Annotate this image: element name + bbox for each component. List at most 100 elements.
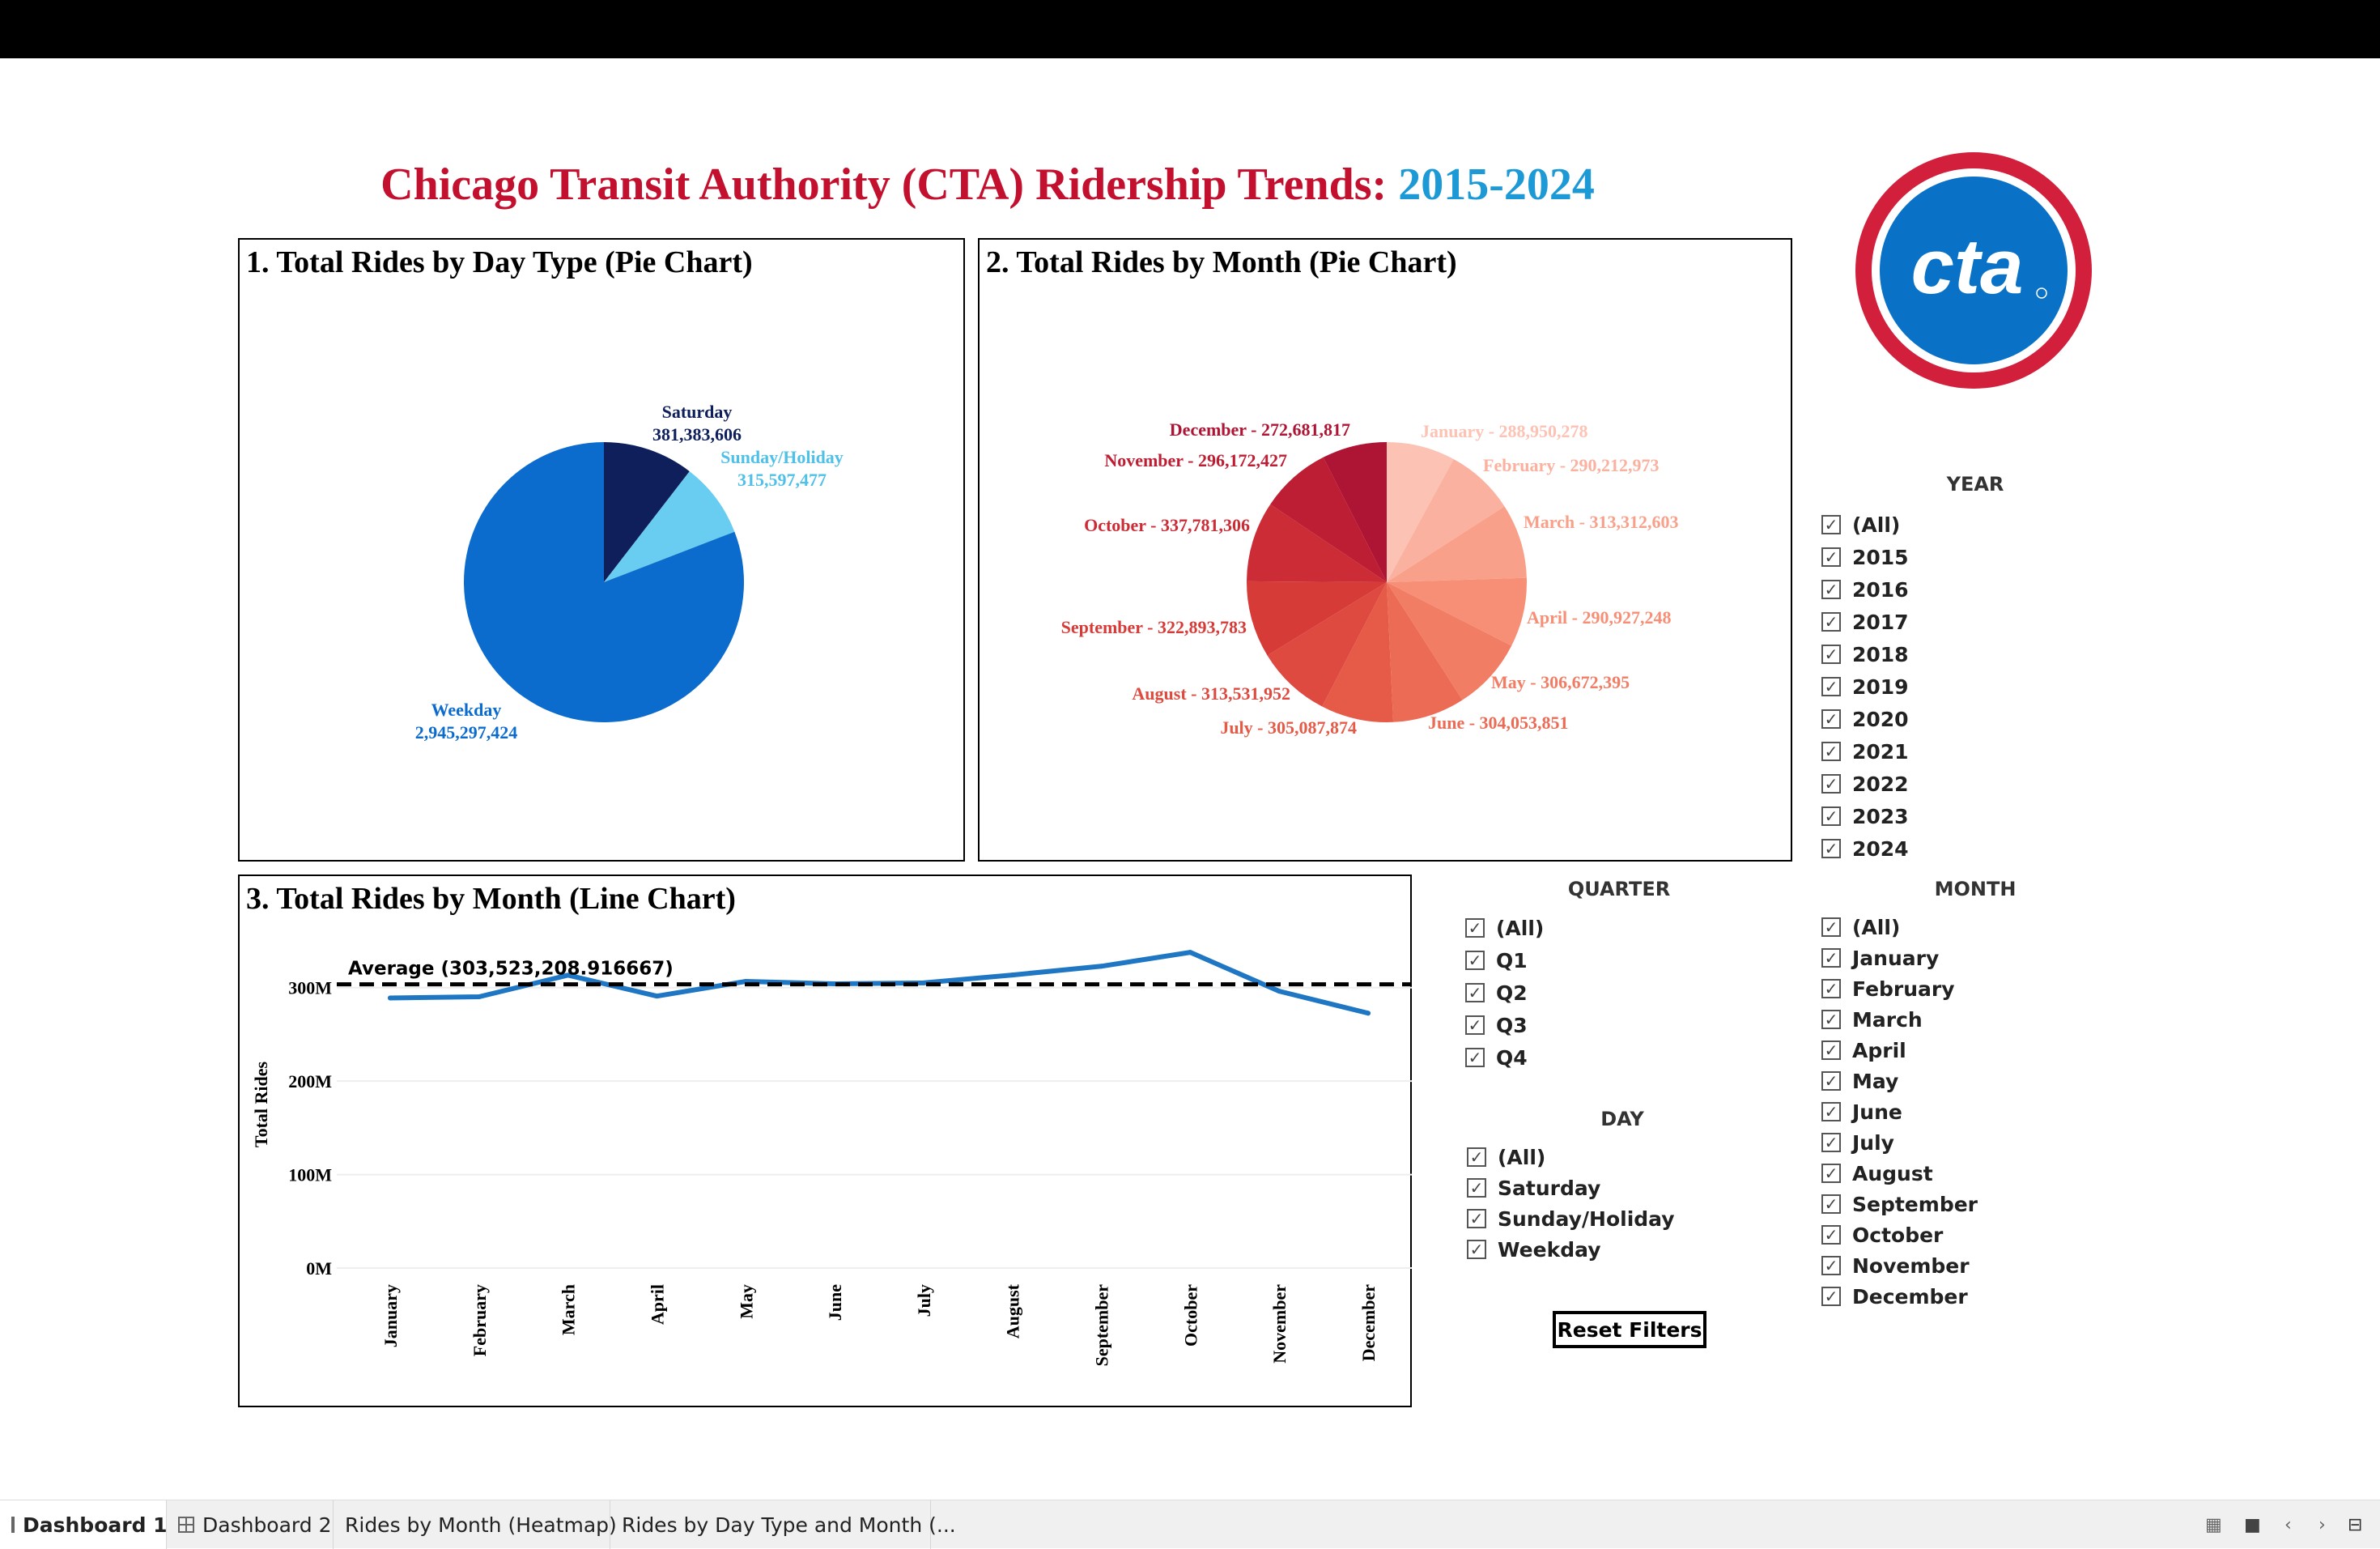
month-filter-option[interactable]: ✓ August	[1821, 1158, 1978, 1189]
line-data-point[interactable]	[1188, 950, 1193, 955]
rides-line-series[interactable]	[388, 950, 1371, 1016]
tab-rides-by-month-heatmap[interactable]: Rides by Month (Heatmap)	[334, 1500, 617, 1549]
month-filter-option[interactable]: ✓ September	[1821, 1189, 1978, 1219]
checkbox-checked-icon[interactable]: ✓	[1821, 774, 1841, 794]
sheet-single-view-icon[interactable]: ■	[2244, 1515, 2261, 1535]
month-filter-option[interactable]: ✓ December	[1821, 1281, 1978, 1312]
checkbox-checked-icon[interactable]: ✓	[1821, 677, 1841, 696]
pie-slice-april[interactable]	[1387, 577, 1527, 646]
month-filter-option[interactable]: ✓ February	[1821, 973, 1978, 1004]
pie-slice-may[interactable]	[1387, 582, 1512, 700]
checkbox-checked-icon[interactable]: ✓	[1821, 1164, 1841, 1183]
line-data-point[interactable]	[654, 994, 660, 999]
checkbox-checked-icon[interactable]: ✓	[1821, 948, 1841, 968]
checkbox-checked-icon[interactable]: ✓	[1465, 951, 1485, 970]
pie-slice-june[interactable]	[1387, 582, 1463, 722]
day-filter-option[interactable]: ✓ (All)	[1467, 1142, 1675, 1172]
checkbox-checked-icon[interactable]: ✓	[1821, 580, 1841, 599]
year-filter-option[interactable]: ✓ 2018	[1821, 638, 1909, 670]
month-filter-option[interactable]: ✓ May	[1821, 1066, 1978, 1096]
year-filter-option[interactable]: ✓ 2015	[1821, 541, 1909, 573]
checkbox-checked-icon[interactable]: ✓	[1821, 1225, 1841, 1245]
checkbox-checked-icon[interactable]: ✓	[1465, 1015, 1485, 1035]
tab-dashboard-1[interactable]: Dashboard 1	[0, 1500, 168, 1549]
presentation-mode-icon[interactable]: ⊟	[2348, 1515, 2363, 1535]
line-data-point[interactable]	[476, 994, 482, 1000]
year-filter-option[interactable]: ✓ 2024	[1821, 832, 1909, 865]
checkbox-checked-icon[interactable]: ✓	[1465, 1048, 1485, 1067]
prev-sheet-icon[interactable]: ‹	[2284, 1515, 2292, 1535]
tab-dashboard-2[interactable]: Dashboard 2	[167, 1500, 334, 1549]
line-data-point[interactable]	[1009, 972, 1015, 978]
checkbox-checked-icon[interactable]: ✓	[1821, 917, 1841, 937]
pie-slice-september[interactable]	[1247, 581, 1387, 656]
line-data-point[interactable]	[1277, 989, 1282, 994]
month-filter-option[interactable]: ✓ July	[1821, 1127, 1978, 1158]
line-data-point[interactable]	[388, 995, 393, 1001]
year-filter-option[interactable]: ✓ 2019	[1821, 670, 1909, 703]
reset-filters-button[interactable]: Reset Filters	[1553, 1311, 1706, 1348]
quarter-filter-option[interactable]: ✓ Q4	[1465, 1041, 1544, 1074]
month-filter-option[interactable]: ✓ April	[1821, 1035, 1978, 1066]
checkbox-checked-icon[interactable]: ✓	[1821, 1010, 1841, 1029]
month-filter-option[interactable]: ✓ October	[1821, 1219, 1978, 1250]
checkbox-checked-icon[interactable]: ✓	[1821, 839, 1841, 858]
checkbox-checked-icon[interactable]: ✓	[1467, 1240, 1486, 1259]
line-data-point[interactable]	[920, 980, 926, 985]
month-filter-option[interactable]: ✓ June	[1821, 1096, 1978, 1127]
pie-slice-weekday[interactable]	[464, 442, 745, 723]
year-filter-option[interactable]: ✓ 2020	[1821, 703, 1909, 735]
line-data-point[interactable]	[565, 972, 571, 978]
checkbox-checked-icon[interactable]: ✓	[1821, 645, 1841, 664]
checkbox-checked-icon[interactable]: ✓	[1465, 983, 1485, 1002]
pie-slice-march[interactable]	[1387, 506, 1527, 582]
pie-slice-saturday[interactable]	[604, 442, 690, 582]
checkbox-checked-icon[interactable]: ✓	[1821, 979, 1841, 998]
month-filter-option[interactable]: ✓ November	[1821, 1250, 1978, 1281]
year-filter-option[interactable]: ✓ 2023	[1821, 800, 1909, 832]
checkbox-checked-icon[interactable]: ✓	[1821, 547, 1841, 567]
month-filter-option[interactable]: ✓ March	[1821, 1004, 1978, 1035]
pie-slice-july[interactable]	[1322, 582, 1394, 722]
checkbox-checked-icon[interactable]: ✓	[1821, 1071, 1841, 1091]
day-filter-option[interactable]: ✓ Sunday/Holiday	[1467, 1203, 1675, 1234]
line-data-point[interactable]	[1099, 964, 1104, 969]
checkbox-checked-icon[interactable]: ✓	[1467, 1178, 1486, 1198]
month-filter-option[interactable]: ✓ January	[1821, 943, 1978, 973]
pie-slice-october[interactable]	[1247, 504, 1387, 582]
pie-slice-august[interactable]	[1267, 582, 1387, 707]
pie-slice-february[interactable]	[1387, 459, 1505, 582]
checkbox-checked-icon[interactable]: ✓	[1821, 1040, 1841, 1060]
quarter-filter-option[interactable]: ✓ Q1	[1465, 944, 1544, 977]
quarter-filter-option[interactable]: ✓ Q3	[1465, 1009, 1544, 1041]
day-filter-option[interactable]: ✓ Weekday	[1467, 1234, 1675, 1265]
checkbox-checked-icon[interactable]: ✓	[1821, 1194, 1841, 1214]
quarter-filter-option[interactable]: ✓ (All)	[1465, 912, 1544, 944]
checkbox-checked-icon[interactable]: ✓	[1821, 709, 1841, 729]
checkbox-checked-icon[interactable]: ✓	[1467, 1147, 1486, 1167]
checkbox-checked-icon[interactable]: ✓	[1821, 1256, 1841, 1275]
pie-slice-december[interactable]	[1323, 442, 1387, 582]
year-filter-option[interactable]: ✓ 2021	[1821, 735, 1909, 768]
day-filter-option[interactable]: ✓ Saturday	[1467, 1172, 1675, 1203]
sheet-grid-view-icon[interactable]: ▦	[2205, 1515, 2222, 1535]
pie-slice-january[interactable]	[1387, 442, 1454, 582]
pie-slice-sunday-holiday[interactable]	[604, 471, 735, 582]
checkbox-checked-icon[interactable]: ✓	[1821, 515, 1841, 534]
line-data-point[interactable]	[1366, 1011, 1371, 1016]
checkbox-checked-icon[interactable]: ✓	[1821, 1133, 1841, 1152]
checkbox-checked-icon[interactable]: ✓	[1821, 742, 1841, 761]
year-filter-option[interactable]: ✓ 2017	[1821, 606, 1909, 638]
checkbox-checked-icon[interactable]: ✓	[1465, 918, 1485, 938]
year-filter-option[interactable]: ✓ (All)	[1821, 509, 1909, 541]
checkbox-checked-icon[interactable]: ✓	[1821, 806, 1841, 826]
checkbox-checked-icon[interactable]: ✓	[1821, 1102, 1841, 1121]
tab-rides-by-day-type-and-month[interactable]: Rides by Day Type and Month (...	[610, 1500, 956, 1549]
month-filter-option[interactable]: ✓ (All)	[1821, 912, 1978, 943]
quarter-filter-option[interactable]: ✓ Q2	[1465, 977, 1544, 1009]
year-filter-option[interactable]: ✓ 2016	[1821, 573, 1909, 606]
pie-slice-november[interactable]	[1270, 457, 1387, 582]
checkbox-checked-icon[interactable]: ✓	[1467, 1209, 1486, 1228]
next-sheet-icon[interactable]: ›	[2318, 1515, 2326, 1535]
year-filter-option[interactable]: ✓ 2022	[1821, 768, 1909, 800]
